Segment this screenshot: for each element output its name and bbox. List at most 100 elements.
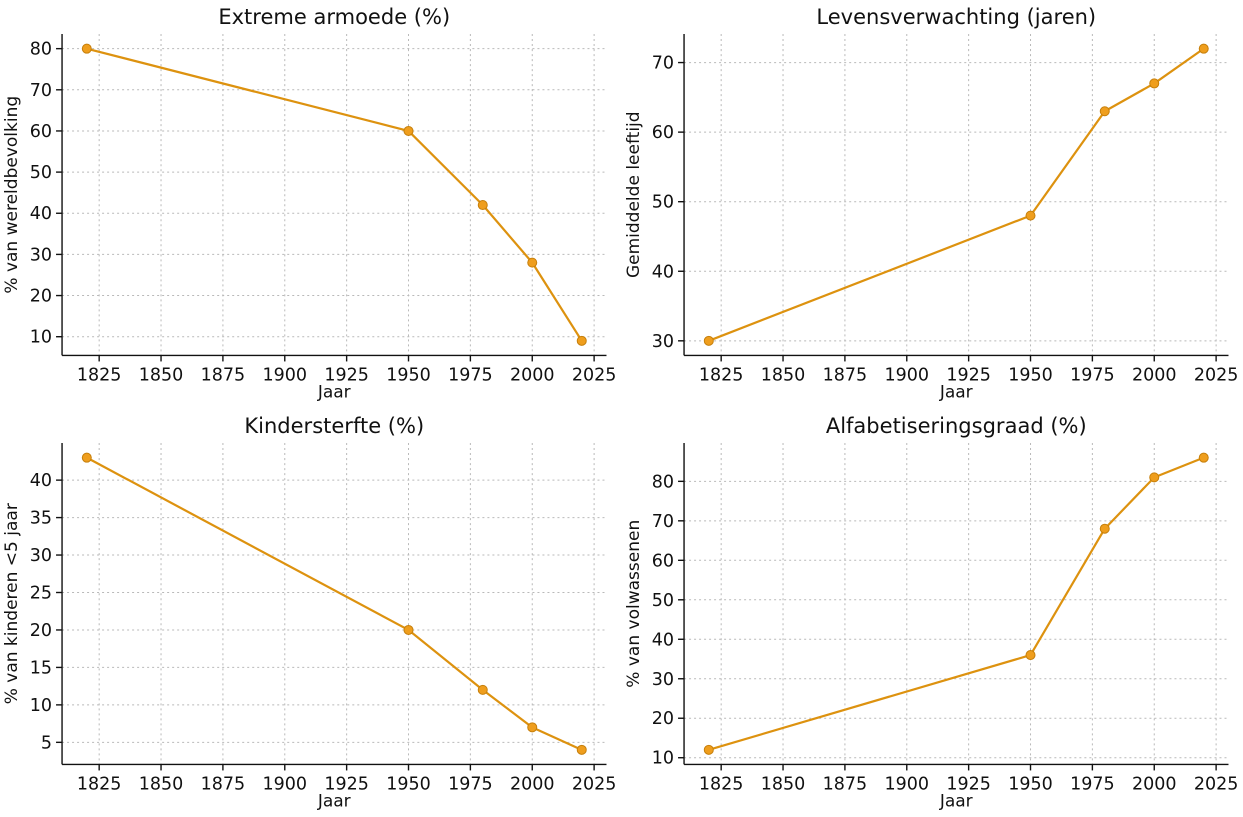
x-tick-label: 1950 [386, 774, 431, 794]
line-chart-kindersterfte: 1825 1850 1875 1900 1925 1950 1975 2000 20255101… [2, 413, 617, 811]
y-tick-label: 30 [30, 546, 52, 566]
y-tick-label: 10 [30, 695, 52, 715]
x-tick-label: 2025 [572, 365, 617, 385]
data-point-marker [1099, 106, 1110, 117]
data-point-marker [576, 335, 587, 346]
y-tick-label: 15 [30, 658, 52, 678]
x-tick-label: 1925 [324, 365, 369, 385]
x-axis-label: Jaar [317, 791, 351, 811]
chart-panel-extreme-armoede: 1825 1850 1875 1900 1925 1950 1975 2000 2025 10 20… [0, 0, 622, 409]
x-tick-label: 1900 [263, 774, 308, 794]
x-tick-label: 1825 [698, 774, 743, 794]
y-axis-label: % van kinderen <5 jaar [2, 503, 22, 704]
x-axis-label: Jaar [317, 382, 351, 402]
x-tick-label: 2000 [1131, 774, 1176, 794]
x-tick-label: 1850 [760, 774, 805, 794]
data-point-marker [1025, 210, 1036, 221]
y-tick-label: 20 [30, 287, 52, 307]
y-tick-label: 50 [651, 590, 673, 610]
data-point-marker [703, 744, 714, 755]
x-tick-label: 1925 [946, 365, 991, 385]
data-point-marker [81, 452, 92, 463]
data-point-marker [1099, 523, 1110, 534]
y-tick-label: 60 [651, 123, 673, 143]
data-point-marker [477, 684, 488, 695]
data-point-marker [1148, 471, 1159, 482]
x-tick-label: 1875 [822, 365, 867, 385]
data-point-marker [576, 744, 587, 755]
data-point-marker [1025, 649, 1036, 660]
x-tick-label: 1850 [139, 365, 184, 385]
y-tick-label: 30 [651, 332, 673, 352]
x-tick-label: 2000 [1131, 365, 1176, 385]
y-tick-label: 80 [651, 472, 673, 492]
chart-panel-alfabetiseringsgraad: 1825 1850 1875 1900 1925 1950 1975 2000 2025 10 20… [622, 409, 1243, 817]
data-point-marker [403, 624, 414, 635]
y-tick-label: 50 [30, 163, 52, 183]
data-point-marker [1198, 43, 1209, 54]
x-tick-label: 1900 [263, 365, 308, 385]
chart-title: Levensverwachting (jaren) [816, 4, 1096, 29]
y-tick-label: 70 [651, 511, 673, 531]
x-tick-label: 1825 [698, 365, 743, 385]
x-tick-label: 1875 [201, 774, 246, 794]
data-point-marker [1148, 78, 1159, 89]
x-tick-label: 1950 [386, 365, 431, 385]
chart-title: Kindersterfte (%) [244, 413, 424, 438]
line-chart-extreme-armoede: 1825 1850 1875 1900 1925 1950 1975 2000 2025 10 20… [2, 4, 617, 402]
y-tick-label: 25 [30, 583, 52, 603]
x-axis-label: Jaar [938, 382, 972, 402]
y-tick-label: 40 [30, 204, 52, 224]
x-tick-label: 1900 [884, 365, 929, 385]
y-tick-label: 60 [30, 122, 52, 142]
y-tick-label: 80 [30, 40, 52, 60]
x-tick-label: 1950 [1008, 365, 1053, 385]
y-tick-label: 50 [651, 193, 673, 213]
y-tick-label: 40 [30, 471, 52, 491]
y-tick-label: 10 [30, 328, 52, 348]
y-tick-label: 40 [651, 262, 673, 282]
chart-title: Extreme armoede (%) [218, 4, 450, 29]
x-tick-label: 1900 [884, 774, 929, 794]
data-point-marker [527, 721, 538, 732]
x-tick-label: 1875 [822, 774, 867, 794]
y-tick-label: 30 [30, 245, 52, 265]
x-tick-label: 2000 [510, 365, 555, 385]
x-tick-label: 1925 [946, 774, 991, 794]
y-axis-label: % van volwassenen [624, 519, 644, 687]
x-tick-label: 1875 [201, 365, 246, 385]
y-tick-label: 35 [30, 508, 52, 528]
x-tick-label: 1850 [139, 774, 184, 794]
x-tick-label: 1825 [77, 365, 122, 385]
line-chart-alfabetiseringsgraad: 1825 1850 1875 1900 1925 1950 1975 2000 2025 10 20… [624, 413, 1238, 811]
x-tick-label: 1975 [1070, 365, 1115, 385]
y-tick-label: 60 [651, 551, 673, 571]
data-point-marker [1198, 452, 1209, 463]
x-tick-label: 1975 [448, 365, 493, 385]
line-chart-levensverwachting: 1825 1850 1875 1900 1925 1950 1975 2000 2025 30 40… [624, 4, 1238, 402]
data-point-marker [527, 257, 538, 268]
y-tick-label: 10 [651, 748, 673, 768]
y-tick-label: 30 [651, 669, 673, 689]
x-axis-label: Jaar [938, 791, 972, 811]
x-tick-label: 1975 [1070, 774, 1115, 794]
x-tick-label: 1925 [324, 774, 369, 794]
y-tick-label: 70 [651, 54, 673, 74]
y-axis-label: % van wereldbevolking [2, 96, 22, 294]
x-tick-label: 2025 [1193, 774, 1238, 794]
x-tick-label: 2025 [1193, 365, 1238, 385]
chart-title: Alfabetiseringsgraad (%) [825, 413, 1086, 438]
x-tick-label: 2025 [572, 774, 617, 794]
y-tick-label: 40 [651, 630, 673, 650]
y-tick-label: 20 [30, 620, 52, 640]
x-tick-label: 1950 [1008, 774, 1053, 794]
y-tick-label: 70 [30, 81, 52, 101]
y-tick-label: 20 [651, 709, 673, 729]
x-tick-label: 2000 [510, 774, 555, 794]
x-tick-label: 1850 [760, 365, 805, 385]
chart-panel-levensverwachting: 1825 1850 1875 1900 1925 1950 1975 2000 2025 30 40… [622, 0, 1243, 409]
data-point-marker [477, 200, 488, 211]
y-axis-label: Gemiddelde leeftijd [624, 111, 644, 278]
data-point-marker [81, 43, 92, 54]
